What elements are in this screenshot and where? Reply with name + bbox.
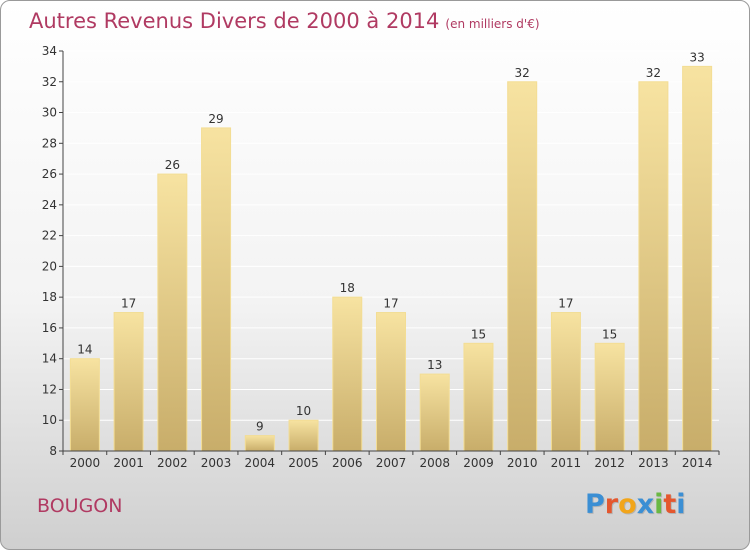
logo-letter: P (585, 489, 605, 520)
bar-value-label: 29 (208, 112, 223, 126)
y-tick-label: 14 (42, 352, 57, 366)
logo-letter: x (636, 489, 655, 520)
bar-2006 (332, 296, 363, 452)
logo-letter: o (618, 489, 637, 520)
x-tick-label: 2000 (70, 456, 101, 470)
x-tick-label: 2001 (113, 456, 144, 470)
x-tick-label: 2013 (638, 456, 669, 470)
bar-2011 (550, 312, 581, 452)
chart-title: Autres Revenus Divers de 2000 à 2014 (en … (29, 9, 540, 33)
bar-value-label: 17 (121, 297, 136, 311)
bar-value-label: 32 (646, 66, 661, 80)
bar-value-label: 14 (77, 343, 92, 357)
x-tick-label: 2006 (332, 456, 363, 470)
bar-2013 (638, 81, 669, 452)
bar-2000 (69, 358, 100, 452)
x-tick-label: 2011 (551, 456, 582, 470)
logo-letter: i (654, 489, 664, 520)
bars (69, 65, 713, 452)
y-tick-label: 20 (42, 259, 57, 273)
bar-value-label: 33 (689, 50, 704, 64)
y-tick-label: 24 (42, 198, 57, 212)
y-tick-label: 26 (42, 167, 57, 181)
bar-2010 (507, 81, 538, 452)
bar-2002 (157, 173, 188, 452)
bar-value-label: 32 (515, 66, 530, 80)
bar-2012 (594, 342, 625, 452)
bar-2007 (376, 312, 406, 452)
bar-2008 (419, 373, 450, 452)
bar-value-label: 10 (296, 404, 311, 418)
proxiti-logo: Proxiti (585, 489, 686, 520)
bar-value-label: 9 (256, 420, 264, 434)
bar-value-label: 17 (383, 297, 398, 311)
y-tick-label: 32 (42, 75, 57, 89)
chart-title-main: Autres Revenus Divers de 2000 à 2014 (29, 9, 440, 33)
chart-title-unit: (en milliers d'€) (445, 17, 540, 31)
x-tick-label: 2009 (463, 456, 494, 470)
x-tick-label: 2004 (245, 456, 276, 470)
x-tick-label: 2005 (288, 456, 319, 470)
y-tick-label: 30 (42, 106, 57, 120)
bar-2014 (682, 65, 713, 452)
y-tick-label: 22 (42, 229, 57, 243)
logo-letter: r (604, 489, 619, 520)
bar-value-label: 18 (340, 281, 355, 295)
y-tick-label: 28 (42, 136, 57, 150)
x-tick-label: 2008 (419, 456, 450, 470)
bar-value-label: 15 (602, 327, 617, 341)
x-tick-label: 2007 (376, 456, 407, 470)
bar-value-label: 17 (558, 297, 573, 311)
y-tick-label: 34 (42, 44, 57, 58)
x-tick-label: 2003 (201, 456, 232, 470)
bar-value-label: 15 (471, 327, 486, 341)
labels: 8 10 12 14 16 18 20 22 24 26 28 30 32 34 14 2000 17 2001 2… (42, 44, 713, 470)
x-tick-label: 2010 (507, 456, 538, 470)
x-tick-label: 2012 (594, 456, 625, 470)
y-tick-label: 10 (42, 413, 57, 427)
logo-letter: i (676, 489, 686, 520)
y-tick-label: 12 (42, 382, 57, 396)
bar-2001 (113, 312, 144, 452)
x-tick-label: 2002 (157, 456, 188, 470)
y-tick-label: 18 (42, 290, 57, 304)
bar-value-label: 26 (165, 158, 180, 172)
axes (59, 50, 720, 455)
bar-2009 (463, 342, 494, 452)
bar-value-label: 13 (427, 358, 442, 372)
place-name: BOUGON (37, 495, 123, 517)
bar-2005 (288, 419, 319, 452)
y-tick-label: 8 (49, 444, 57, 458)
x-tick-label: 2014 (682, 456, 713, 470)
bar-2004 (244, 435, 275, 452)
logo-letter: t (663, 489, 677, 520)
bar-2003 (201, 127, 232, 452)
y-tick-label: 16 (42, 321, 57, 335)
